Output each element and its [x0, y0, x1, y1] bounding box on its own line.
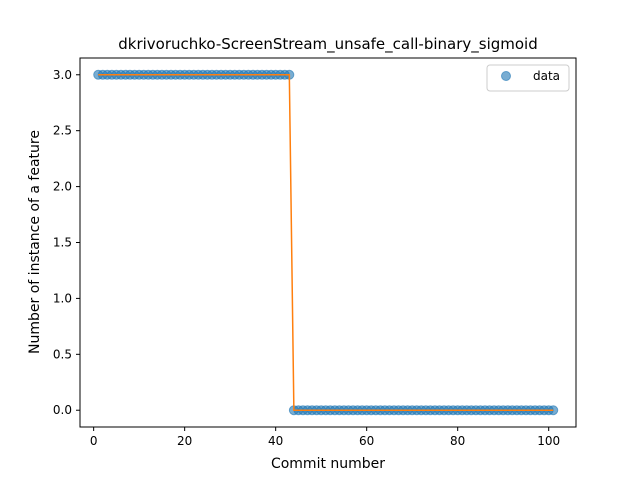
- scatter-points: [93, 69, 559, 416]
- x-tick-label: 100: [537, 434, 560, 448]
- y-tick-label: 1.5: [53, 236, 72, 250]
- y-tick-label: 0.5: [53, 347, 72, 361]
- fit-line: [98, 74, 554, 411]
- axes-frame: [79, 57, 577, 428]
- x-tick-label: 60: [359, 434, 374, 448]
- x-axis-label: Commit number: [271, 456, 385, 472]
- x-tick-label: 0: [90, 434, 98, 448]
- x-tick-label: 20: [177, 434, 192, 448]
- x-tick-label: 80: [450, 434, 465, 448]
- y-axis-ticks: 0.0 0.5 1.0 1.5 2.0 2.5 3.0: [53, 68, 80, 417]
- fit-line-path: [98, 74, 554, 411]
- y-tick-label: 2.5: [53, 124, 72, 138]
- y-tick-label: 1.0: [53, 291, 72, 305]
- legend-marker: [501, 71, 511, 81]
- y-tick-label: 0.0: [53, 403, 72, 417]
- y-axis-label: Number of instance of a feature: [27, 130, 43, 354]
- x-axis-ticks: 0 20 40 60 80 100: [90, 427, 560, 448]
- x-tick-label: 40: [268, 434, 283, 448]
- chart-title: dkrivoruchko-ScreenStream_unsafe_call-bi…: [118, 35, 538, 54]
- legend-label: data: [533, 69, 560, 83]
- y-tick-label: 2.0: [53, 180, 72, 194]
- legend: data: [486, 64, 570, 92]
- y-tick-label: 3.0: [53, 68, 72, 82]
